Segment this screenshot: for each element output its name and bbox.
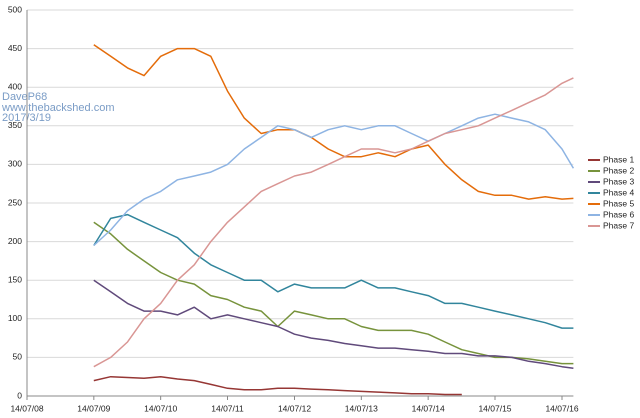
annotation: DaveP68 bbox=[2, 91, 47, 103]
legend-label: Phase 1 bbox=[603, 154, 634, 164]
x-tick-label: 14/07/12 bbox=[278, 403, 311, 413]
series-line bbox=[93, 221, 574, 365]
series-line bbox=[93, 279, 574, 369]
series-line bbox=[93, 375, 462, 396]
x-tick-label: 14/07/13 bbox=[345, 403, 378, 413]
legend-label: Phase 2 bbox=[603, 165, 634, 175]
x-tick-label: 14/07/11 bbox=[211, 403, 244, 413]
x-tick-label: 14/07/09 bbox=[77, 403, 110, 413]
x-tick-label: 14/07/10 bbox=[144, 403, 177, 413]
legend-label: Phase 3 bbox=[603, 176, 634, 186]
y-tick-label: 450 bbox=[8, 43, 22, 53]
series-line bbox=[93, 44, 574, 200]
series-line bbox=[93, 77, 574, 368]
x-tick-label: 14/07/14 bbox=[412, 403, 445, 413]
y-tick-label: 300 bbox=[8, 159, 22, 169]
annotation: 2017/3/19 bbox=[2, 112, 51, 124]
legend-label: Phase 6 bbox=[603, 209, 634, 219]
series-line bbox=[93, 213, 574, 329]
series-line bbox=[93, 113, 575, 247]
x-tick-label: 14/07/08 bbox=[10, 403, 43, 413]
x-tick-label: 14/07/16 bbox=[545, 403, 578, 413]
y-tick-label: 200 bbox=[8, 236, 22, 246]
legend-label: Phase 7 bbox=[603, 220, 634, 230]
y-tick-label: 150 bbox=[8, 274, 22, 284]
y-tick-label: 250 bbox=[8, 197, 22, 207]
annotation: www.thebackshed.com bbox=[1, 102, 115, 114]
x-tick-label: 14/07/15 bbox=[478, 403, 511, 413]
y-tick-label: 350 bbox=[8, 120, 22, 130]
y-tick-label: 0 bbox=[17, 390, 22, 400]
legend-label: Phase 4 bbox=[603, 187, 634, 197]
legend-label: Phase 5 bbox=[603, 198, 634, 208]
y-tick-label: 100 bbox=[8, 313, 22, 323]
y-tick-label: 500 bbox=[8, 4, 22, 14]
y-tick-label: 400 bbox=[8, 81, 22, 91]
y-tick-label: 50 bbox=[13, 352, 23, 362]
